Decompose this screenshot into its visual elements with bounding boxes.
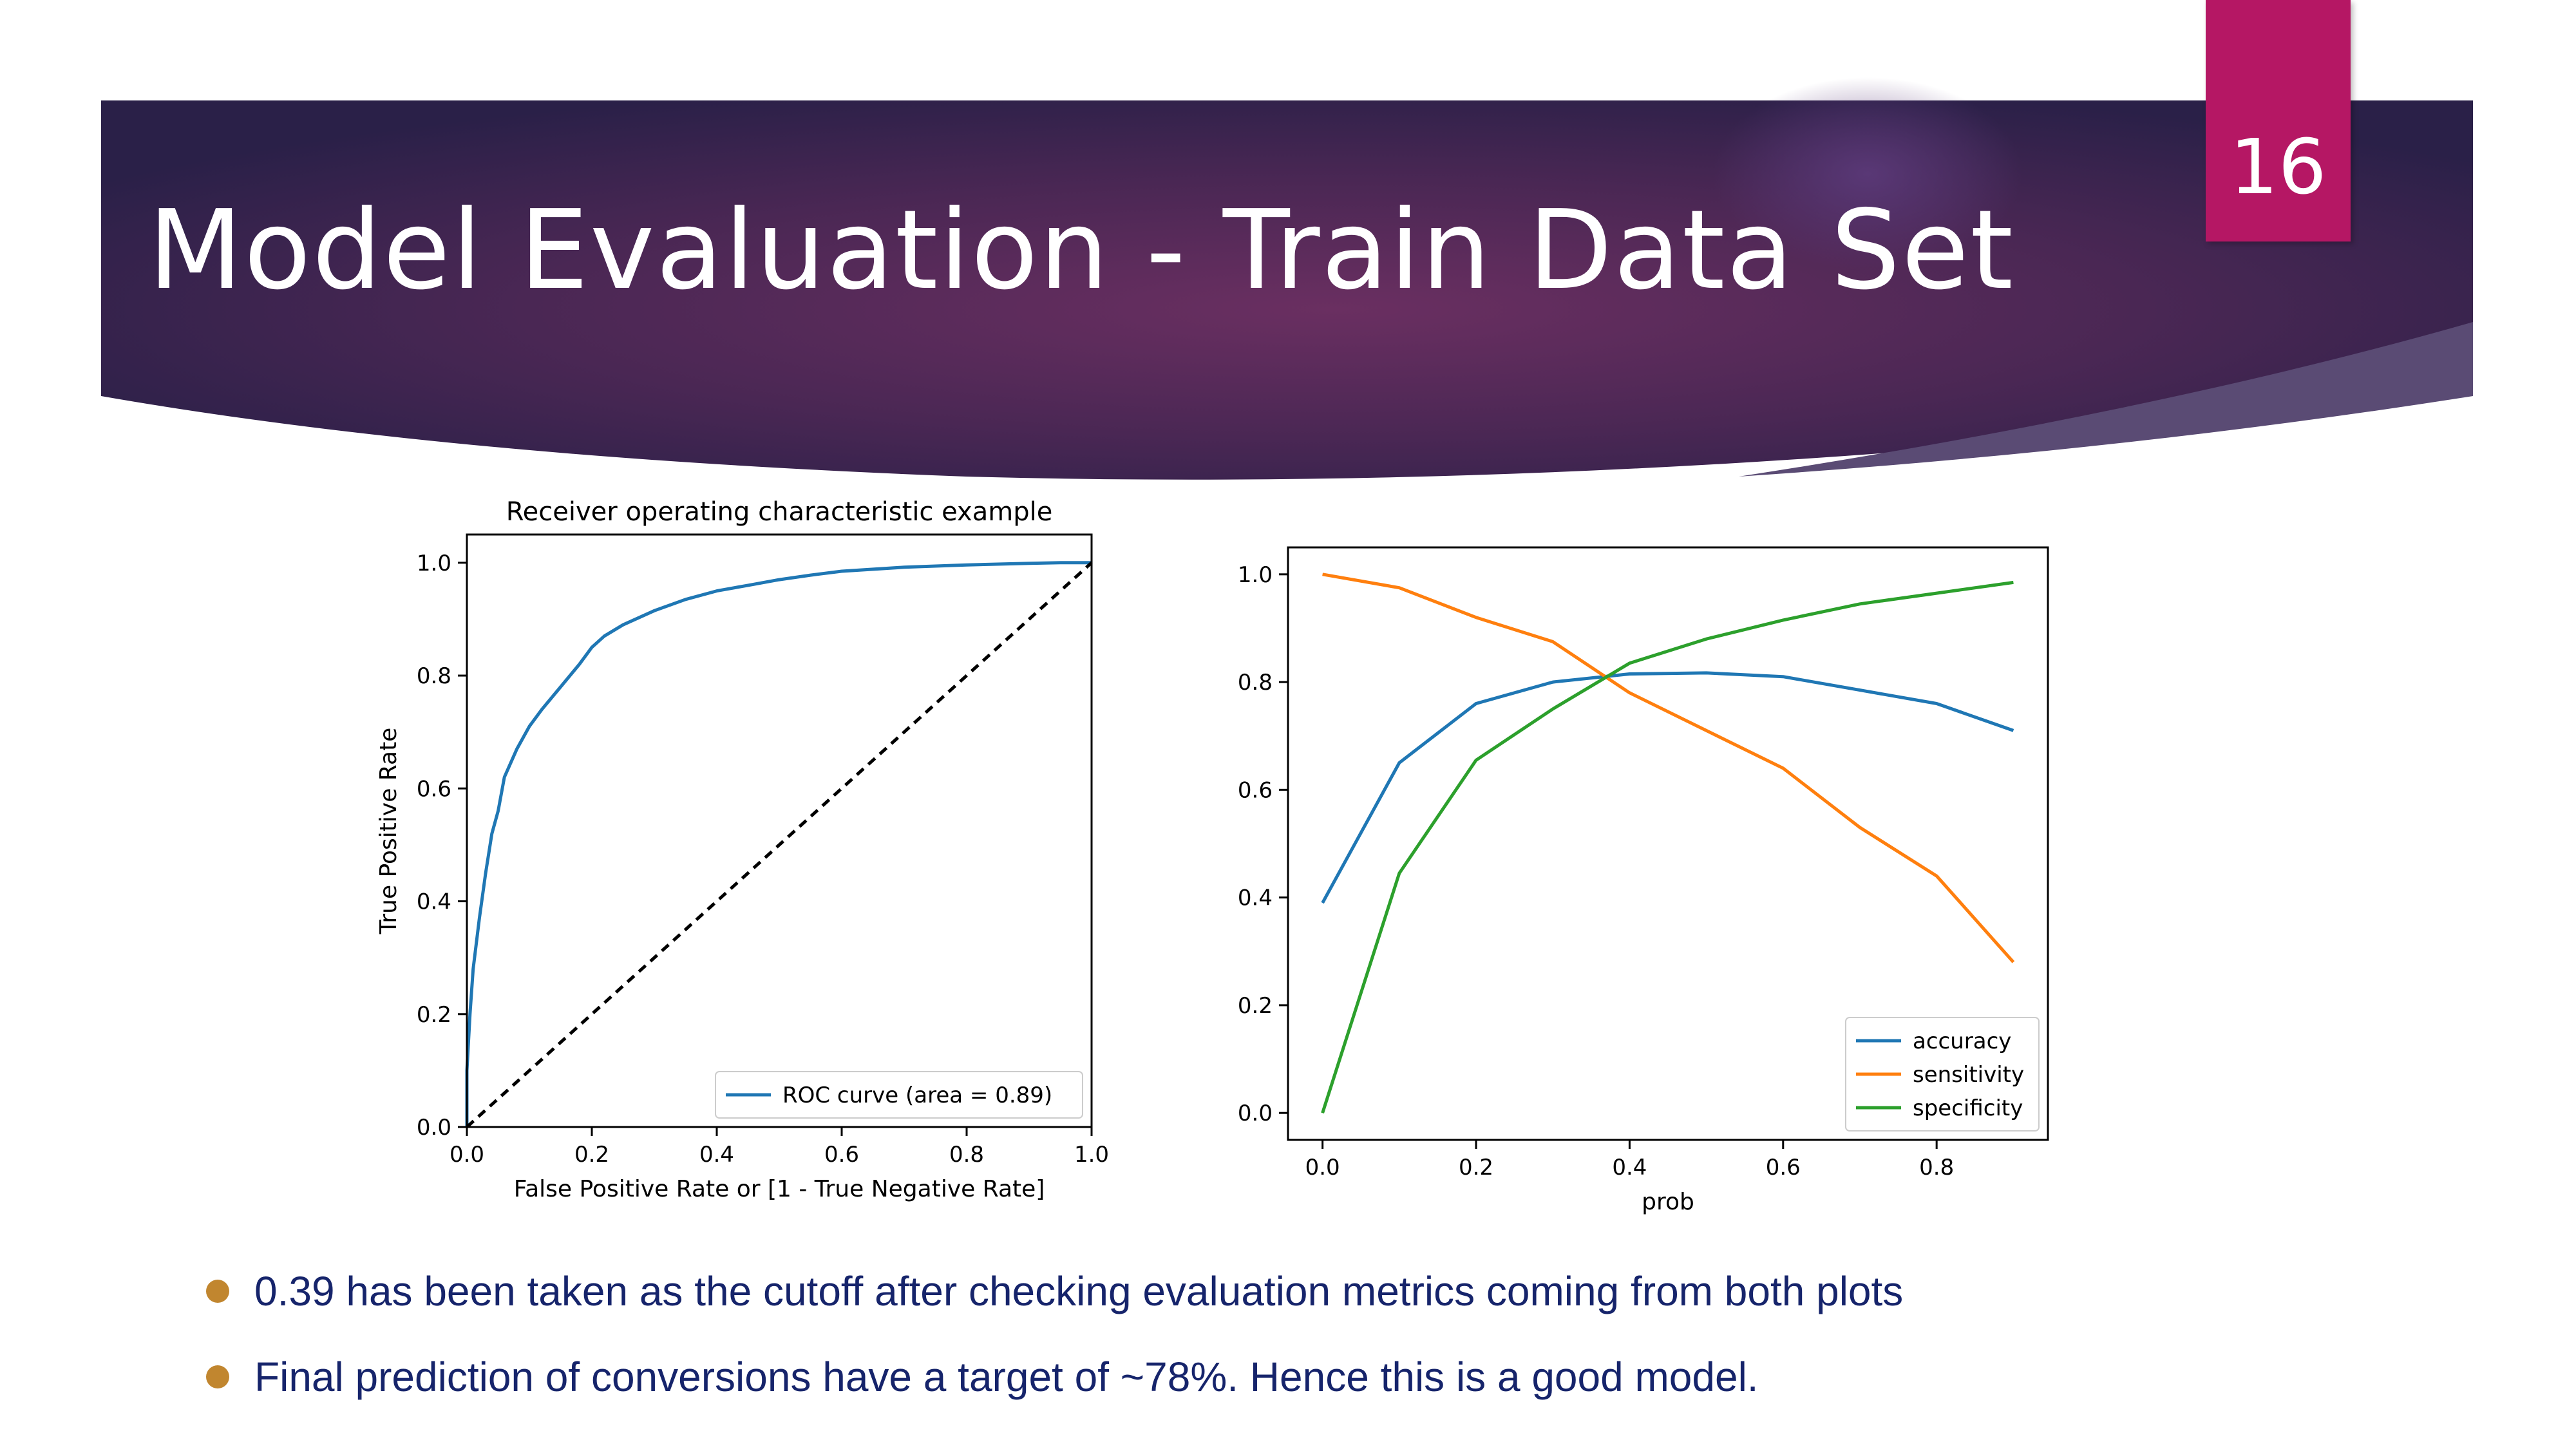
legend-box <box>715 1071 1083 1119</box>
x-tick-label: 0.4 <box>1612 1155 1647 1180</box>
x-tick-label: 0.8 <box>949 1142 984 1168</box>
x-tick-label: 0.8 <box>1919 1155 1954 1180</box>
y-tick-label: 0.2 <box>1238 993 1273 1019</box>
y-axis-label: True Positive Rate <box>375 728 402 935</box>
cutoff-metrics-chart: 0.0 0.2 0.4 0.6 0.8 0.0 0.2 0.4 0.6 0.8 1.0 prob acc… <box>1238 546 2049 1215</box>
series-line-specificity <box>1321 580 2014 1113</box>
x-tick-label: 0.6 <box>824 1142 859 1168</box>
x-tick-label: 0.2 <box>1459 1155 1493 1180</box>
y-tick-label: 0.8 <box>417 663 451 689</box>
y-tick-label: 0.4 <box>1238 886 1273 911</box>
y-tick-label: 1.0 <box>417 551 451 576</box>
plot-frame <box>1287 546 2049 1141</box>
y-tick-label: 0.0 <box>417 1115 451 1141</box>
title-banner <box>101 77 2473 480</box>
bullet-item: Final prediction of conversions have a t… <box>206 1341 2524 1427</box>
bullet-list: 0.39 has been taken as the cutoff after … <box>206 1256 2524 1427</box>
legend-label: ROC curve (area = 0.89) <box>782 1083 1052 1108</box>
plot-frame <box>466 533 1093 1128</box>
x-tick-label: 0.4 <box>699 1142 734 1168</box>
bullet-text: Final prediction of conversions have a t… <box>254 1354 1759 1400</box>
series-line-accuracy <box>1321 671 2014 904</box>
series-line-sensitivity <box>1322 573 2015 963</box>
legend-box <box>1845 1017 2040 1132</box>
y-tick-label: 0.6 <box>417 776 451 802</box>
chart-title: Receiver operating characteristic exampl… <box>506 497 1053 527</box>
y-tick-label: 0.6 <box>1238 777 1273 803</box>
legend-label: specificity <box>1913 1095 2023 1121</box>
x-tick-label: 0.2 <box>574 1142 609 1168</box>
series-line-roc <box>465 561 1092 1127</box>
roc-chart: Receiver operating characteristic exampl… <box>375 497 1109 1202</box>
slide-title: Model Evaluation - Train Data Set <box>148 187 2014 314</box>
page-number-badge: 16 <box>2206 0 2351 242</box>
bullet-dot-icon <box>206 1280 229 1303</box>
y-tick-label: 1.0 <box>1238 562 1273 588</box>
x-tick-label: 1.0 <box>1074 1142 1109 1168</box>
x-axis-label: False Positive Rate or [1 - True Negativ… <box>514 1176 1045 1202</box>
x-tick-label: 0.0 <box>450 1142 484 1168</box>
bullet-text: 0.39 has been taken as the cutoff after … <box>254 1268 1904 1314</box>
legend-label: sensitivity <box>1913 1062 2024 1088</box>
x-tick-label: 0.0 <box>1305 1155 1340 1180</box>
x-tick-label: 0.6 <box>1766 1155 1801 1180</box>
diagonal-reference-line <box>466 561 1093 1128</box>
page-number: 16 <box>2230 122 2327 211</box>
y-tick-label: 0.4 <box>417 889 451 915</box>
y-tick-label: 0.0 <box>1238 1101 1273 1126</box>
y-tick-label: 0.8 <box>1238 670 1273 696</box>
legend-label: accuracy <box>1913 1028 2011 1054</box>
bullet-item: 0.39 has been taken as the cutoff after … <box>206 1256 2524 1341</box>
y-tick-label: 0.2 <box>417 1002 451 1028</box>
x-axis-label: prob <box>1642 1189 1694 1215</box>
bullet-dot-icon <box>206 1365 229 1388</box>
